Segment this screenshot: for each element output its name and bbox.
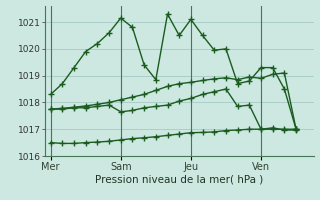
X-axis label: Pression niveau de la mer( hPa ): Pression niveau de la mer( hPa ) xyxy=(95,174,263,184)
